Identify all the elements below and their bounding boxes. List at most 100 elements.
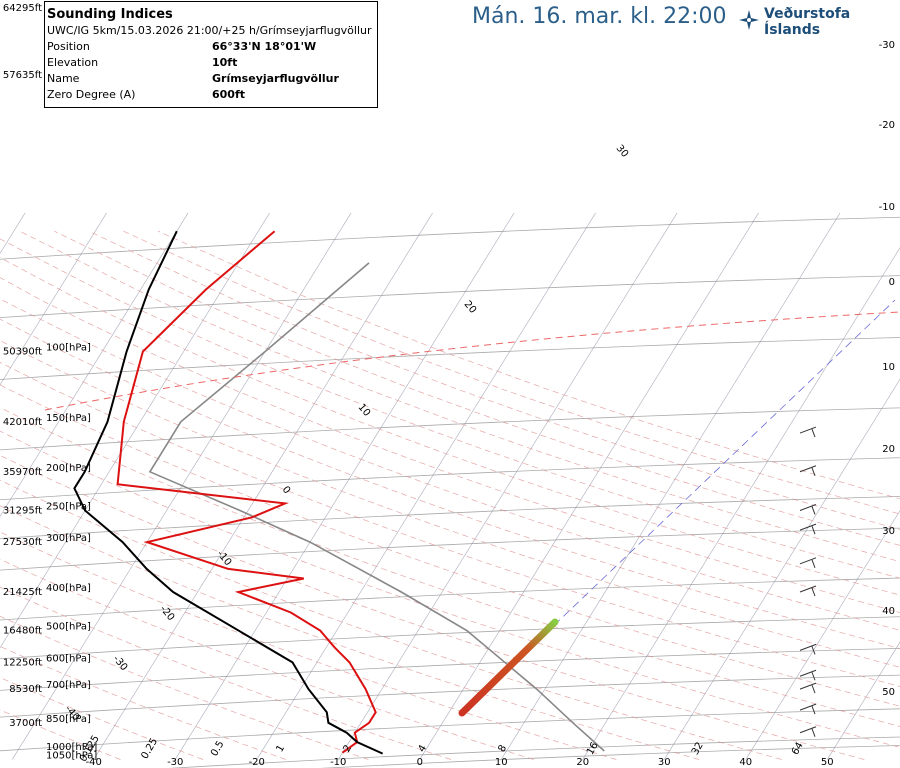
bottom-temp-tick: -40 <box>86 757 102 768</box>
height-tick-label: 8530ft <box>9 684 42 695</box>
wind-barb <box>811 728 816 737</box>
dry-adiabat-line <box>0 531 617 760</box>
snowflake-cross-icon <box>738 9 760 35</box>
mixing-ratio-tick: 4 <box>416 743 429 754</box>
dry-adiabat-line <box>0 709 121 760</box>
isotherm-line <box>0 212 189 517</box>
right-temp-tick: 30 <box>882 526 895 537</box>
wind-barb <box>799 504 817 511</box>
wind-barb <box>811 705 816 715</box>
wind-barb <box>811 559 816 569</box>
pressure-tick-label: 400[hPa] <box>46 583 91 594</box>
mixing-ratio-tick: 8 <box>496 743 509 754</box>
isotherm-line <box>337 212 678 760</box>
wind-barb <box>811 646 816 655</box>
right-temp-tick: 0 <box>889 277 895 288</box>
mixing-ratio-tick: 2 <box>341 743 354 754</box>
isobar-line <box>0 457 900 501</box>
isotherm-line <box>174 212 515 760</box>
isotherm-label: 30 <box>614 143 631 160</box>
isobar-line <box>0 337 900 380</box>
dry-adiabat-line <box>0 645 286 760</box>
dry-adiabat-line <box>0 361 900 687</box>
isotherm-line <box>0 212 107 386</box>
mixing-ratio-line <box>459 299 896 716</box>
bottom-temp-tick: 20 <box>576 757 589 768</box>
isotherm-line <box>0 212 270 649</box>
pressure-tick-label: 1050[hPa] <box>46 750 97 761</box>
isotherm-line <box>0 212 26 254</box>
wind-barb <box>799 523 817 531</box>
dry-adiabat-line <box>0 479 782 760</box>
wind-barb <box>811 525 816 535</box>
temperature-line <box>116 230 377 754</box>
wind-barb <box>811 672 816 681</box>
mixing-ratio-tick: 0.25 <box>140 736 161 761</box>
wind-barb <box>799 643 817 651</box>
wind-barb <box>811 506 816 515</box>
dry-adiabat-line <box>0 277 900 613</box>
isobar-line <box>0 527 900 571</box>
dry-adiabat-line <box>0 407 900 727</box>
dry-adiabat-line <box>0 340 900 668</box>
isobar-line <box>0 577 900 621</box>
wind-barb <box>811 684 816 694</box>
pressure-tick-label: 200[hPa] <box>46 463 91 474</box>
mixing-ratio-tick: 16 <box>585 740 601 757</box>
wind-barb <box>799 682 817 690</box>
isotherm-line <box>663 378 900 760</box>
height-tick-label: 35970ft <box>3 467 42 478</box>
indices-row-position: Position 66°33'N 18°01'W <box>47 40 317 53</box>
bottom-temp-tick: 30 <box>658 757 671 768</box>
wind-barb <box>799 585 817 593</box>
height-tick-label: 50390ft <box>3 347 42 358</box>
logo-text: Veðurstofa Íslands <box>764 6 851 38</box>
pressure-tick-label: 700[hPa] <box>46 680 91 691</box>
height-tick-label: 3700ft <box>9 718 42 729</box>
isobar-line <box>0 216 900 260</box>
pressure-tick-label: 850[hPa] <box>46 714 91 725</box>
height-tick-label: 16480ft <box>3 626 42 637</box>
isotherm-label: 10 <box>356 402 373 419</box>
pressure-tick-label: 600[hPa] <box>46 653 91 664</box>
right-temp-tick: -30 <box>879 40 895 51</box>
isobar-line <box>0 674 900 718</box>
pressure-tick-label: 100[hPa] <box>46 343 91 354</box>
wind-barb <box>811 587 816 597</box>
isobar-line <box>0 275 900 319</box>
isotherm-line <box>582 247 900 760</box>
isobar-line <box>0 496 900 539</box>
indices-row-zero-degree: Zero Degree (A) 600ft <box>47 88 246 101</box>
wind-barb <box>799 703 817 711</box>
height-tick-label: 12250ft <box>3 657 42 668</box>
pressure-tick-label: 1000[hPa] <box>46 742 97 753</box>
pressure-tick-label: 250[hPa] <box>46 501 91 512</box>
freezing-level-line <box>44 311 900 411</box>
bottom-temp-tick: 0 <box>417 757 423 768</box>
parcel-band <box>458 618 559 717</box>
dry-adiabat-line <box>0 384 900 707</box>
right-temp-tick: -10 <box>879 202 895 213</box>
parcel-line <box>148 262 605 752</box>
isotherm-line <box>745 510 900 760</box>
isobar-line <box>168 736 900 768</box>
isobar-line <box>320 745 900 768</box>
height-tick-label: 42010ft <box>3 417 42 428</box>
pressure-tick-label: 150[hPa] <box>46 413 91 424</box>
dry-adiabat-line <box>0 505 700 760</box>
dry-adiabat-line <box>123 230 900 515</box>
dry-adiabat-line <box>0 238 900 579</box>
indices-row-elevation: Elevation 10ft <box>47 56 238 69</box>
mixing-ratio-tick: 0.5 <box>209 739 226 758</box>
indices-title: Sounding Indices <box>47 7 173 22</box>
isobar-line <box>0 616 900 660</box>
isotherm-line <box>500 212 841 760</box>
height-tick-label: 31295ft <box>3 505 42 516</box>
bottom-temp-tick: -30 <box>167 757 183 768</box>
bottom-temp-tick: 40 <box>739 757 752 768</box>
dry-adiabat-line <box>88 230 900 530</box>
bottom-temp-tick: 50 <box>821 757 834 768</box>
wind-barb <box>799 426 817 434</box>
indices-row-name: Name Grímseyjarflugvöllur <box>47 72 339 85</box>
